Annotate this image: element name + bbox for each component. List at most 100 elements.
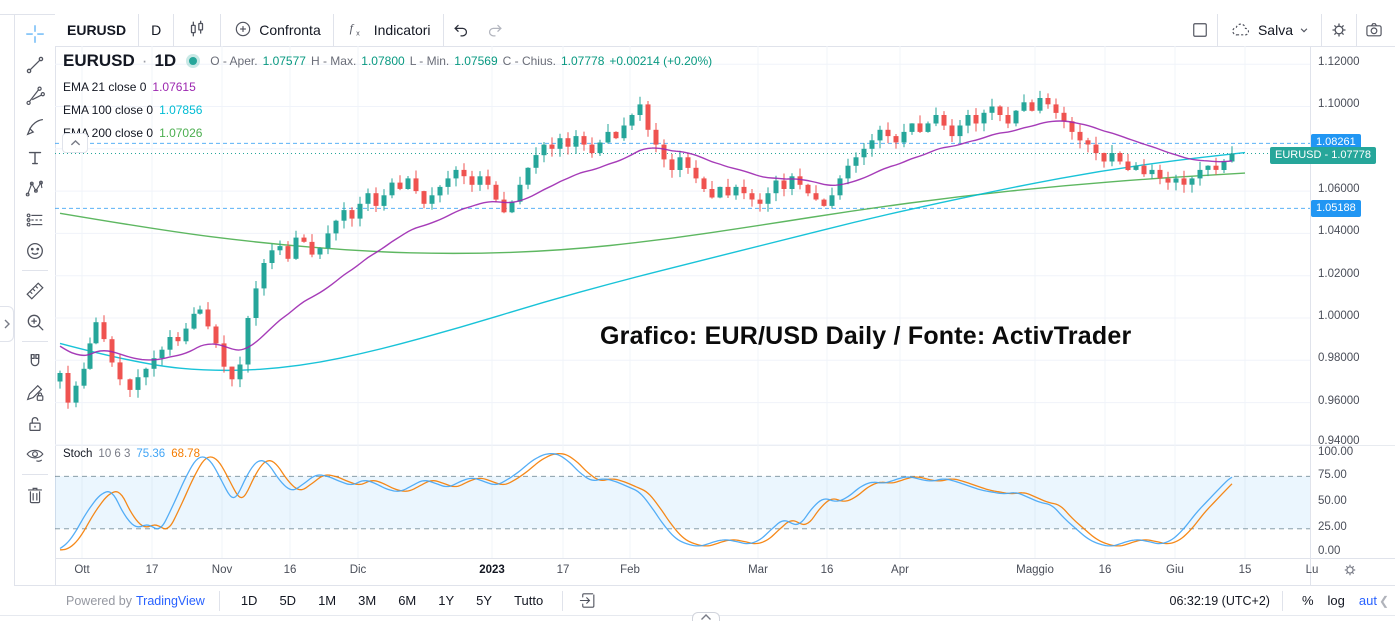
chart-caption: Grafico: EUR/USD Daily / Fonte: ActivTra… [600,322,1132,350]
undo-button[interactable] [444,14,478,46]
stoch-tick: 50.00 [1318,495,1347,507]
redo-button[interactable] [478,14,512,46]
remove-drawings-trash-button[interactable] [18,479,52,510]
time-tick-label: 15 [1238,564,1252,576]
ema21-legend-row[interactable]: EMA 21 close 0 1.07615 [63,80,712,94]
xabcd-pattern-tool-button[interactable] [18,173,52,204]
fx-indicator-icon: f x [346,18,368,43]
legend-collapse-button[interactable] [62,133,88,153]
ema200-legend-row[interactable]: EMA 200 close 0 1.07026 [63,126,712,140]
hide-drawings-eye-button[interactable] [18,439,52,470]
market-status-dot[interactable] [189,57,198,65]
zoom-in-button[interactable] [18,306,52,337]
bottom-right-group: 06:32:19 (UTC+2) % log aut ❮ [1170,586,1389,615]
range-button-6m[interactable]: 6M [398,593,417,608]
time-tick-label: Giu [1166,564,1184,576]
candlestick-style-icon [186,18,208,43]
range-button-5y[interactable]: 5Y [476,593,493,608]
stoch-tick: 0.00 [1318,545,1341,557]
range-button-tutto[interactable]: Tutto [514,593,544,608]
save-label: Salva [1257,22,1293,38]
stoch-tick: 75.00 [1318,469,1347,481]
top-toolbar: EURUSD D Confronta [55,14,1395,46]
divider [138,14,140,46]
drawing-mode-lock-button[interactable] [18,377,52,408]
price-tick: 1.02000 [1318,268,1360,280]
close-label: C - Chius. [502,54,556,68]
open-label: O - Aper. [210,54,258,68]
time-axis[interactable]: Ott 17 Nov 16 Dic 2023 17 Feb Mar 16 Apr Maggio 16 Gi… [55,558,1395,585]
time-tick-label: Apr [891,564,909,576]
save-button[interactable]: Salva [1218,14,1321,46]
price-tick: 0.98000 [1318,352,1360,364]
axis-settings-gear-icon[interactable] [1342,562,1358,583]
ema100-label: EMA 100 close 0 [63,103,154,117]
ema200-value: 1.07026 [159,126,203,140]
divider [220,14,222,46]
stoch-params: 10 6 3 [98,448,131,460]
time-tick-label: 2023 [479,564,505,576]
bottom-toolbar: Powered by TradingView 1D 5D 1M 3M 6M 1Y 5Y Tut… [14,586,1395,615]
bottom-panel-expand-tab[interactable] [692,612,720,621]
price-tick: 0.96000 [1318,395,1360,407]
log-scale-button[interactable]: log [1327,593,1345,608]
pane-divider[interactable] [55,445,1395,446]
open-value: 1.07577 [262,54,306,68]
time-tick-label: Maggio [1016,564,1054,576]
divider [1216,14,1218,46]
fib-gann-tool-button[interactable] [18,80,52,111]
ohlc-readout: O - Aper. 1.07577 H - Max. 1.07800 L - M… [210,54,712,68]
plus-circle-icon [233,19,253,42]
drawing-toolbar [14,18,55,510]
ema100-legend-row[interactable]: EMA 100 close 0 1.07856 [63,103,712,117]
panel-collapse-chevron[interactable]: ❮ [1378,593,1389,608]
interval-button[interactable]: D [139,14,173,46]
crosshair-tool-button[interactable] [18,18,52,49]
time-tick-label: 17 [145,564,159,576]
text-tool-button[interactable] [18,142,52,173]
settings-gear-button[interactable] [1322,14,1356,46]
percent-scale-button[interactable]: % [1301,593,1314,608]
range-button-5d[interactable]: 5D [279,593,297,608]
symbol-legend-row[interactable]: EURUSD · 1D O - Aper. 1.07577 H - Max. 1… [63,51,712,71]
symbol-search-button[interactable]: EURUSD [55,14,138,46]
emoji-tool-button[interactable] [18,235,52,266]
watchlist-expand-tab[interactable] [0,306,14,342]
projection-tool-button[interactable] [18,204,52,235]
price-axis-border [1310,46,1311,585]
compare-button[interactable]: Confronta [221,14,332,46]
interval-label: D [151,22,162,38]
left-toolbar-divider [55,14,56,586]
snapshot-camera-button[interactable] [1357,14,1391,46]
svg-text:x: x [356,28,360,37]
clock-display[interactable]: 06:32:19 (UTC+2) [1169,593,1270,608]
low-value: 1.07569 [454,54,498,68]
range-button-3m[interactable]: 3M [358,593,377,608]
price-tick: 1.04000 [1318,225,1360,237]
tradingview-brand-link[interactable]: TradingView [136,593,205,608]
stoch-legend[interactable]: Stoch 10 6 3 75.36 68.78 [63,448,200,460]
magnet-mode-button[interactable] [18,346,52,377]
indicators-button[interactable]: f x Indicatori [334,14,443,46]
trend-line-tool-button[interactable] [18,49,52,80]
range-button-1d[interactable]: 1D [240,593,258,608]
chart-style-button[interactable] [174,14,220,46]
last-price-tag: EURUSD - 1.07778 [1270,147,1376,164]
powered-by-label: Powered by [66,593,133,608]
time-tick-label: 17 [556,564,570,576]
price-axis[interactable]: 1.12000 1.10000 1.06000 1.04000 1.02000 … [1310,46,1395,558]
range-button-1y[interactable]: 1Y [438,593,455,608]
chart-legend: EURUSD · 1D O - Aper. 1.07577 H - Max. 1… [63,51,712,140]
measure-ruler-button[interactable] [18,275,52,306]
price-tick: 0.94000 [1318,435,1360,447]
lock-drawings-button[interactable] [18,408,52,439]
range-button-1m[interactable]: 1M [318,593,337,608]
go-to-date-button[interactable] [575,589,599,613]
layout-button[interactable] [1183,14,1217,46]
chart-canvas[interactable] [55,46,1310,558]
auto-scale-button[interactable]: aut [1358,593,1377,608]
brush-tool-button[interactable] [18,111,52,142]
bottom-bar-top-border [14,585,1395,586]
divider [442,14,444,46]
